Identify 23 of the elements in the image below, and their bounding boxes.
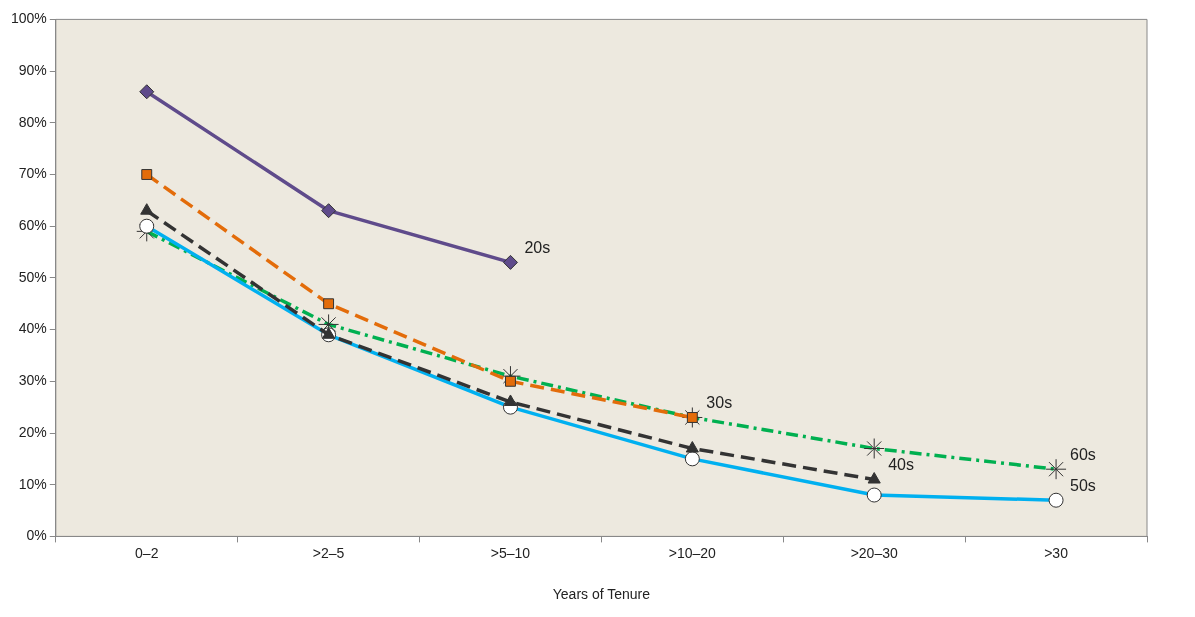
series-label: 30s: [706, 393, 733, 411]
y-tick-label: 10%: [18, 475, 47, 492]
x-tick-label: >5–10: [490, 544, 531, 561]
series-label: 20s: [524, 238, 551, 256]
y-tick-label: 100%: [10, 10, 47, 27]
y-tick-label: 50%: [18, 268, 47, 285]
y-tick-label: 0%: [26, 527, 47, 544]
x-tick-label: 0–2: [135, 544, 159, 561]
y-tick-label: 40%: [18, 320, 47, 337]
series-label: 50s: [1070, 476, 1096, 494]
y-tick-label: 60%: [18, 217, 47, 234]
y-tick-label: 30%: [18, 372, 47, 389]
series-label: 60s: [1070, 445, 1096, 463]
x-axis-title: Years of Tenure: [552, 586, 651, 603]
y-tick-label: 20%: [18, 423, 47, 440]
x-tick-label: >10–20: [668, 544, 717, 561]
x-tick-label: >2–5: [312, 544, 345, 561]
x-tick-label: >30: [1044, 544, 1069, 561]
y-tick-label: 80%: [18, 113, 47, 130]
y-tick-label: 70%: [18, 165, 47, 182]
series-label: 40s: [888, 455, 914, 473]
y-tick-label: 90%: [18, 61, 47, 78]
x-tick-label: >20–30: [850, 544, 898, 561]
